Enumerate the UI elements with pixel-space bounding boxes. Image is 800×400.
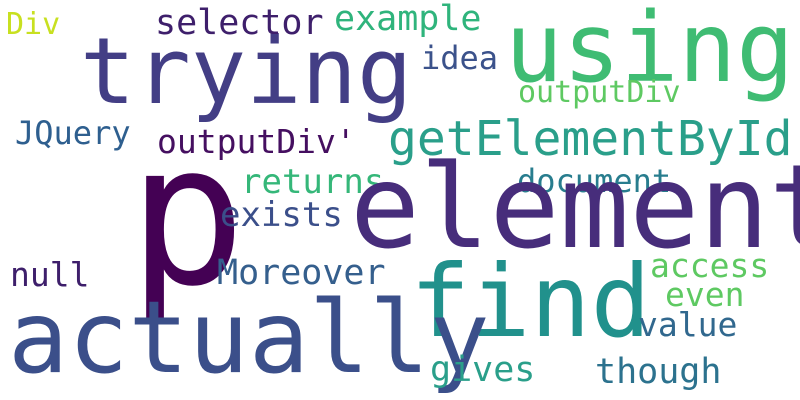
- word-exists: exists: [220, 195, 343, 235]
- word-selector: selector: [155, 3, 324, 43]
- word-getelementbyid: getElementById: [388, 111, 793, 167]
- word-find: find: [410, 243, 651, 360]
- word-value: value: [638, 305, 738, 344]
- word-returns: returns: [241, 162, 385, 202]
- word-idea: idea: [421, 39, 499, 77]
- word-gives: gives: [430, 350, 536, 390]
- word-document: document: [517, 162, 672, 200]
- word-null: null: [10, 255, 90, 294]
- word-trying: trying: [80, 18, 413, 125]
- word-div: Div: [6, 7, 61, 42]
- word-element: element: [350, 140, 800, 275]
- word-p: p: [128, 102, 247, 330]
- word-outputdiv-quoted: outputDiv': [157, 122, 356, 161]
- word-outputdiv: outputDiv: [518, 75, 681, 110]
- word-example: example: [334, 0, 482, 39]
- word-moreover: Moreover: [217, 253, 386, 293]
- word-using: using: [505, 0, 794, 104]
- word-though: though: [595, 352, 722, 392]
- word-even: even: [665, 275, 745, 314]
- word-access: access: [650, 246, 770, 285]
- word-actually: actually: [8, 279, 490, 396]
- word-jquery: JQuery: [15, 114, 131, 152]
